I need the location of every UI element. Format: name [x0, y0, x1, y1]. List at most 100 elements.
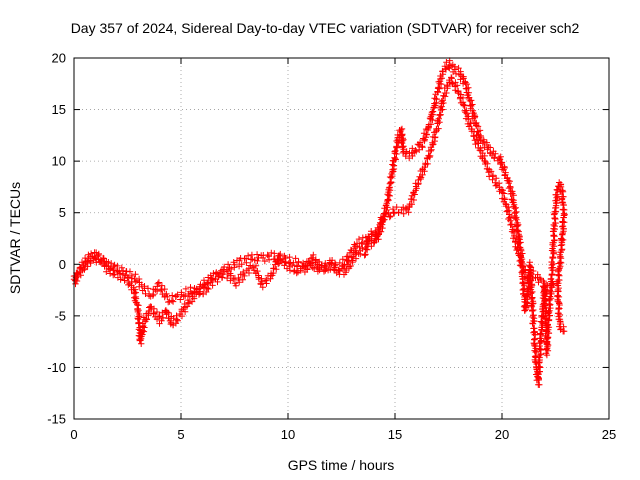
data-point: [553, 280, 561, 287]
data-point: [550, 249, 557, 256]
data-point: [114, 268, 121, 276]
data-point: [558, 246, 565, 254]
data-point: [187, 284, 194, 291]
data-point: [154, 280, 161, 287]
data-point: [363, 241, 370, 248]
data-point: [546, 307, 553, 314]
data-point: [145, 312, 152, 319]
data-point: [507, 217, 514, 224]
data-point: [116, 268, 123, 275]
data-point: [85, 255, 92, 262]
data-point: [243, 259, 250, 266]
data-point: [524, 292, 531, 299]
data-point: [405, 209, 412, 216]
data-point: [556, 305, 563, 312]
data-point: [78, 259, 86, 266]
data-point: [525, 291, 532, 298]
data-point: [435, 125, 442, 132]
data-point: [510, 226, 518, 234]
data-point: [232, 282, 240, 289]
data-point: [557, 242, 565, 249]
data-point: [299, 259, 307, 267]
data-point: [254, 267, 261, 275]
data-point: [555, 260, 563, 267]
data-point: [327, 266, 334, 273]
data-point: [251, 256, 258, 264]
data-point: [409, 145, 416, 152]
data-point: [387, 212, 394, 220]
x-tick-label: 0: [70, 427, 77, 442]
data-point: [125, 281, 132, 289]
data-point: [531, 340, 538, 348]
data-point: [389, 161, 396, 168]
data-point: [223, 274, 231, 282]
data-point: [457, 91, 465, 98]
data-point: [414, 181, 422, 188]
data-point: [277, 250, 284, 258]
data-point: [196, 290, 204, 297]
data-point: [362, 234, 370, 241]
data-point: [262, 277, 269, 284]
data-point: [153, 308, 161, 316]
data-point: [173, 312, 180, 319]
data-point: [393, 203, 400, 211]
data-point: [526, 279, 533, 286]
data-point: [322, 260, 329, 267]
data-point: [508, 221, 515, 228]
data-point: [141, 324, 148, 331]
data-point: [370, 239, 377, 247]
data-point: [263, 280, 270, 287]
data-point: [180, 293, 187, 300]
data-point: [550, 228, 557, 235]
data-point: [557, 259, 564, 266]
data-point: [545, 324, 553, 331]
data-point: [440, 92, 447, 99]
data-point: [480, 136, 487, 143]
x-axis-label: GPS time / hours: [288, 457, 395, 473]
data-point: [347, 262, 354, 270]
data-point: [544, 334, 552, 342]
data-point: [426, 152, 434, 160]
data-point: [495, 154, 503, 162]
data-point: [341, 261, 348, 268]
data-point: [476, 127, 484, 134]
data-point: [529, 300, 536, 308]
data-point: [364, 246, 371, 253]
data-point: [362, 251, 369, 258]
data-point: [417, 175, 424, 183]
data-point: [543, 351, 551, 359]
data-point: [323, 265, 330, 272]
y-tick-label: -10: [47, 360, 66, 375]
data-point: [150, 309, 157, 317]
data-point: [413, 148, 420, 155]
data-point: [555, 299, 563, 306]
y-tick-label: 10: [52, 154, 66, 169]
data-point: [348, 254, 355, 261]
data-point: [163, 290, 170, 298]
data-point: [241, 272, 248, 280]
data-point: [492, 150, 499, 157]
data-point: [335, 267, 342, 274]
data-point: [514, 244, 521, 251]
data-point: [451, 66, 458, 73]
data-point: [169, 298, 177, 305]
data-point: [384, 197, 391, 205]
data-point: [463, 107, 470, 114]
data-point: [487, 144, 494, 151]
data-point: [545, 330, 553, 337]
data-point: [560, 193, 567, 200]
data-point: [545, 308, 552, 315]
data-point: [161, 285, 168, 293]
data-point: [228, 265, 235, 273]
data-point: [507, 213, 515, 221]
data-point: [239, 276, 246, 283]
y-tick-label: -5: [54, 308, 66, 323]
data-point: [498, 159, 506, 166]
data-point: [344, 253, 352, 260]
data-point: [505, 179, 512, 187]
data-point: [307, 260, 314, 267]
data-point: [259, 284, 266, 291]
data-point: [80, 265, 88, 272]
data-point: [423, 131, 430, 138]
data-point: [264, 251, 271, 259]
